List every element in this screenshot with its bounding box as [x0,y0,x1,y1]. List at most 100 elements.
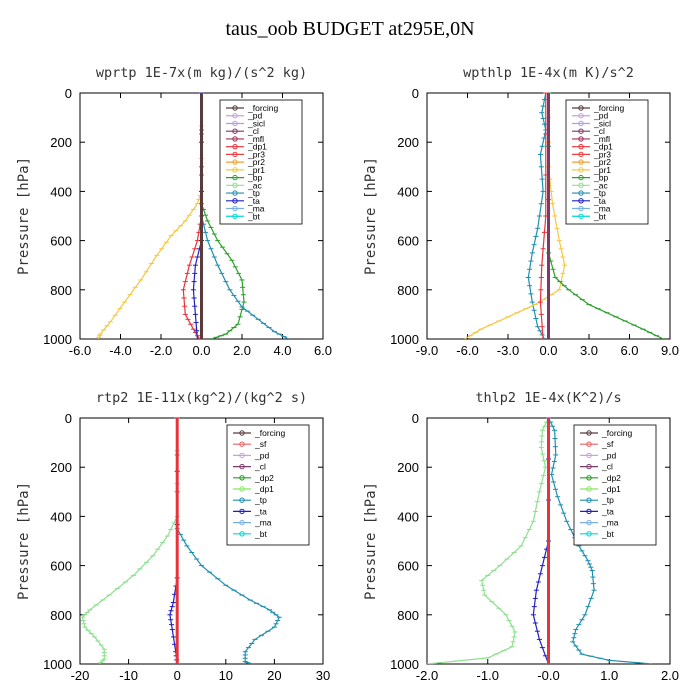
legend-label: _bt [254,529,267,539]
legend-label: _ta [593,196,606,206]
legend-marker [232,136,238,142]
x-tick-label: 2.0 [233,343,251,358]
legend-label: _ta [601,506,614,516]
legend: _forcing_sf_pd _cl_dp2_dp1_tp_ta _ma_bt [226,424,310,546]
legend-marker [232,190,238,196]
legend-label: _dp1 [254,484,274,494]
legend-marker [586,463,592,470]
panel-title: wprtp 1E-7x(m kg)/(s^2 kg) [96,65,307,81]
legend-marker [232,159,238,165]
legend-label: _tp [601,495,614,505]
legend-label: _pr2 [593,157,611,167]
legend-label: _dp1 [247,142,267,152]
y-axis-label: Pressure [hPa] [16,482,32,600]
legend-label: _pr1 [593,165,611,175]
x-tick-label: -3.0 [497,343,519,358]
legend-label: _mfl [593,134,610,144]
x-tick-label: -1.0 [477,668,499,683]
legend-marker [578,113,584,119]
legend-marker [239,475,245,481]
legend-label: _pd [247,111,262,121]
legend-box [226,424,310,546]
legend-marker [232,205,238,212]
legend-label: _bt [593,211,606,221]
y-tick-label: 0 [65,411,72,426]
legend-label: _cl [247,126,259,136]
series-line-dp1 [81,418,178,664]
page-title: taus_oob BUDGET at295E,0N [225,18,475,40]
legend-label: _pd [254,450,269,460]
legend-label: _sf [601,439,614,449]
legend-label: _pr3 [247,149,265,159]
y-tick-label: 0 [412,86,419,101]
x-tick-label: 0.0 [539,343,557,358]
series-line-pr1 [97,93,203,339]
legend-marker [239,508,245,515]
legend-marker [578,213,584,219]
legend-marker [232,174,238,181]
legend-marker [239,430,245,436]
legend-label: _cl [254,462,266,472]
y-tick-label: 1000 [390,657,419,672]
legend-label: _dp2 [254,473,274,483]
legend-label: _forcing [247,103,279,113]
legend-label: _bt [601,529,614,539]
x-tick-label: 20 [267,668,281,683]
legend-marker [578,136,584,142]
legend-marker [239,452,245,459]
legend-marker [239,497,245,503]
legend-label: _bt [247,211,260,221]
legend-marker [586,497,592,503]
legend-marker [232,213,238,219]
legend-label: _ma [593,204,611,214]
series-line-dp1 [427,418,550,664]
legend-marker [578,120,584,127]
legend-marker [239,463,245,470]
x-tick-label: 0 [174,668,181,683]
y-tick-label: 600 [397,559,419,574]
y-tick-label: 800 [397,608,419,623]
y-tick-label: 400 [50,509,72,524]
legend-marker [232,151,238,158]
y-tick-label: 1000 [43,332,72,347]
legend-label: _mfl [247,134,264,144]
panel-1: wprtp 1E-7x(m kg)/(s^2 kg) -6.0 -4.0 -2.0 0.… [16,65,332,358]
y-tick-label: 600 [50,559,72,574]
legend-marker [578,128,584,134]
x-tick-label: -9.0 [416,343,438,358]
y-tick-label: 0 [65,86,72,101]
panel-4: thlp2 1E-4x(K^2)/s -2.0 -1.0 -0.0 1.0 2.0 0 200… [363,390,679,683]
series-line-tp [547,418,652,664]
legend-label: _pr1 [247,165,265,175]
y-tick-label: 600 [50,234,72,249]
legend-marker [578,105,584,111]
legend: _forcing_pd_sicl_cl_mfl_dp1_pr3_pr2_pr1_… [219,99,303,225]
legend-label: _sicl [593,118,611,128]
legend: _forcing_sf_pd _cl_dp2_dp1_tp_ta _ma_bt [573,424,657,546]
legend-label: _ac [593,180,608,190]
panel-title: thlp2 1E-4x(K^2)/s [475,390,621,406]
legend-marker [232,113,238,119]
y-tick-label: 600 [397,234,419,249]
legend-label: _bp [593,173,608,183]
x-tick-label: 10 [219,668,233,683]
x-tick-label: 4.0 [273,343,291,358]
x-tick-label: 6.0 [314,343,332,358]
y-tick-label: 800 [397,283,419,298]
y-tick-label: 1000 [43,657,72,672]
legend-box [573,424,657,546]
y-tick-label: 200 [50,135,72,150]
y-tick-label: 200 [397,460,419,475]
y-tick-label: 400 [397,509,419,524]
legend-marker [586,475,592,481]
legend-label: _dp1 [601,484,621,494]
x-tick-label: 0.0 [192,343,210,358]
y-tick-label: 200 [397,135,419,150]
legend-marker [232,143,238,150]
legend-marker [578,205,584,212]
legend-label: _pd [601,450,616,460]
panel-title: wpthlp 1E-4x(m K)/s^2 [463,65,634,81]
legend-marker [586,486,592,492]
panel-title: rtp2 1E-11x(kg^2)/(kg^2 s) [96,390,307,406]
legend-marker [578,174,584,181]
